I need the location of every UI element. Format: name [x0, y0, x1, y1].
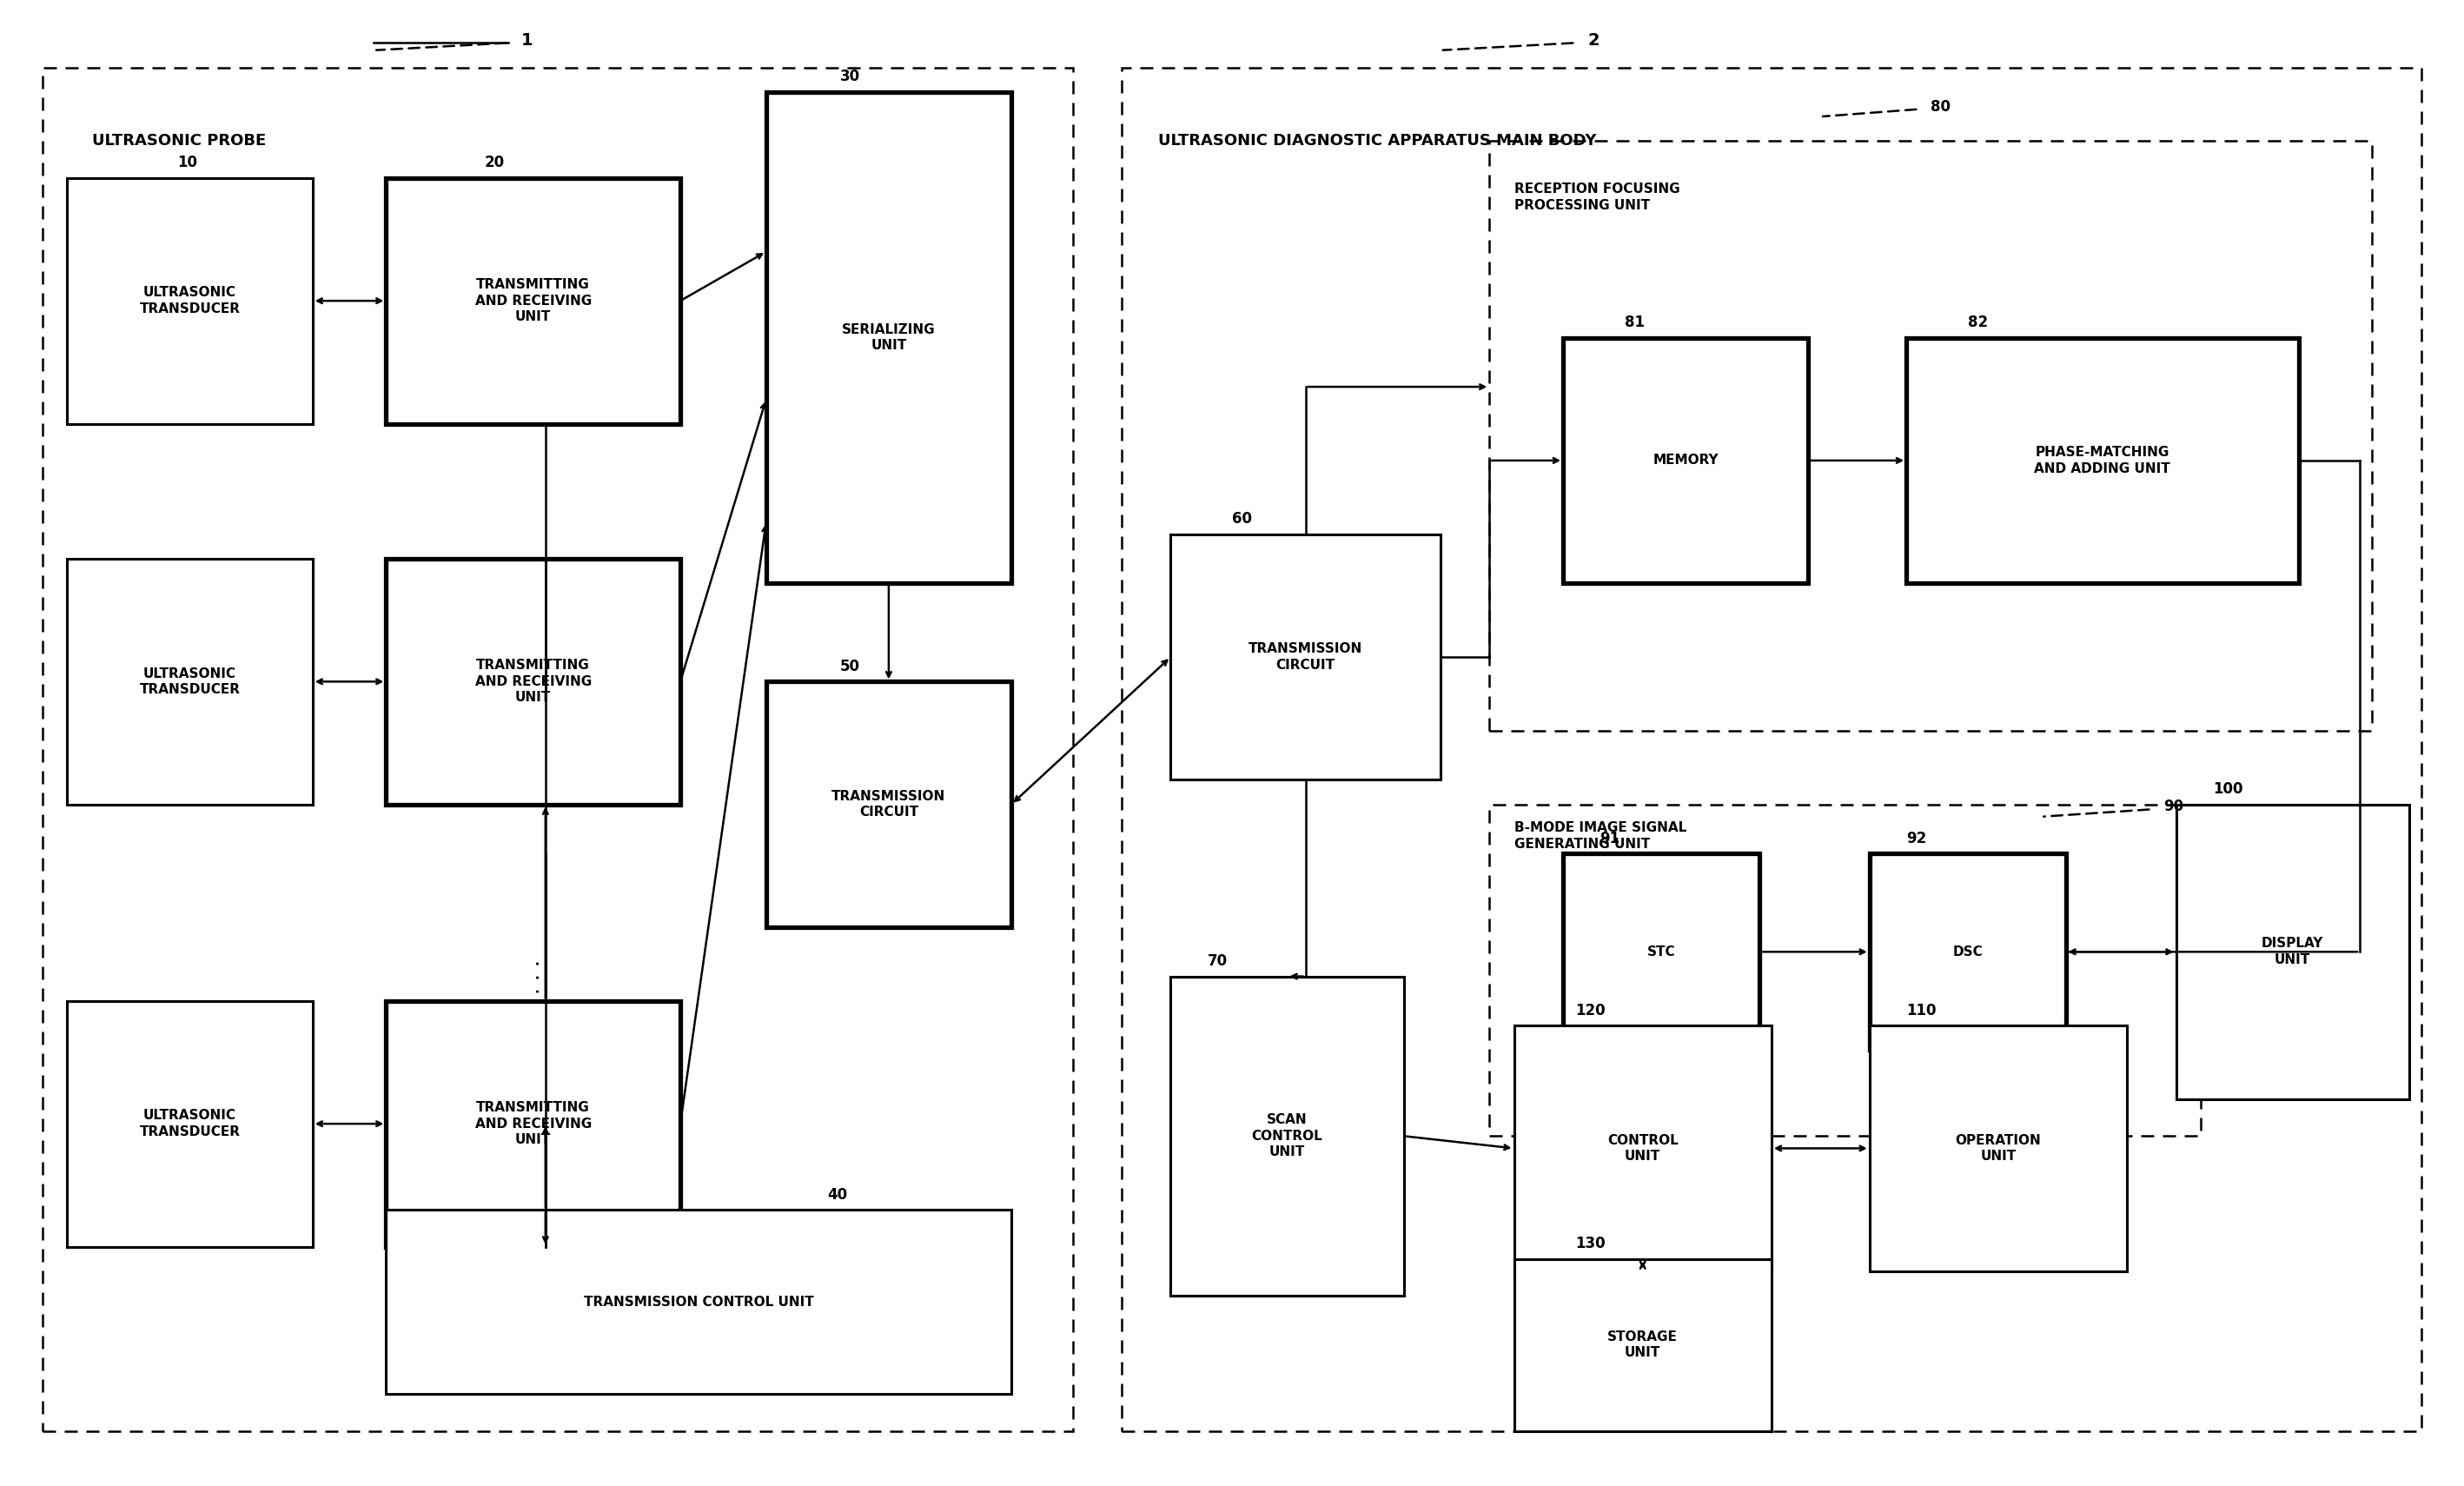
Bar [766, 682, 1010, 927]
Bar [387, 178, 680, 424]
Bar [67, 559, 313, 804]
Bar [387, 1210, 1010, 1394]
Text: TRANSMISSION CONTROL UNIT: TRANSMISSION CONTROL UNIT [584, 1296, 813, 1308]
Text: ULTRASONIC DIAGNOSTIC APPARATUS MAIN BODY: ULTRASONIC DIAGNOSTIC APPARATUS MAIN BOD… [1158, 134, 1597, 149]
Bar [67, 1002, 313, 1247]
Bar [1488, 804, 2200, 1137]
Text: 110: 110 [1907, 1003, 1937, 1018]
Text: 80: 80 [1932, 100, 1951, 114]
Text: RECEPTION FOCUSING
PROCESSING UNIT: RECEPTION FOCUSING PROCESSING UNIT [1513, 183, 1680, 212]
Text: SCAN
CONTROL
UNIT: SCAN CONTROL UNIT [1252, 1113, 1323, 1159]
Bar [1170, 533, 1441, 780]
Text: 100: 100 [2213, 782, 2242, 796]
Text: OPERATION
UNIT: OPERATION UNIT [1956, 1134, 2040, 1164]
Text: ULTRASONIC
TRANSDUCER: ULTRASONIC TRANSDUCER [140, 1109, 241, 1138]
Text: STC: STC [1646, 945, 1676, 958]
Text: 81: 81 [1624, 315, 1643, 330]
Text: 30: 30 [840, 68, 860, 85]
Text: 82: 82 [1969, 315, 1988, 330]
Text: DSC: DSC [1951, 945, 1984, 958]
Bar [1870, 853, 2065, 1051]
Bar [766, 92, 1010, 584]
Text: B-MODE IMAGE SIGNAL
GENERATING UNIT: B-MODE IMAGE SIGNAL GENERATING UNIT [1513, 822, 1685, 851]
Text: 20: 20 [483, 155, 505, 171]
Text: DISPLAY
UNIT: DISPLAY UNIT [2262, 938, 2324, 966]
Text: SERIALIZING
UNIT: SERIALIZING UNIT [843, 322, 936, 352]
Text: 60: 60 [1232, 511, 1252, 528]
Text: 2: 2 [1587, 33, 1599, 49]
Text: TRANSMITTING
AND RECEIVING
UNIT: TRANSMITTING AND RECEIVING UNIT [476, 278, 591, 324]
Text: MEMORY: MEMORY [1653, 455, 1717, 467]
Text: 130: 130 [1574, 1236, 1607, 1251]
Bar [1870, 1025, 2126, 1271]
Bar [387, 1002, 680, 1247]
Text: 50: 50 [840, 658, 860, 675]
Text: TRANSMISSION
CIRCUIT: TRANSMISSION CIRCUIT [1249, 642, 1363, 672]
Text: STORAGE
UNIT: STORAGE UNIT [1607, 1330, 1678, 1360]
Bar [1488, 141, 2373, 731]
Text: ULTRASONIC PROBE: ULTRASONIC PROBE [91, 134, 266, 149]
Bar [1907, 337, 2299, 584]
Text: TRANSMITTING
AND RECEIVING
UNIT: TRANSMITTING AND RECEIVING UNIT [476, 1101, 591, 1146]
Text: 40: 40 [828, 1187, 848, 1202]
Bar [387, 559, 680, 804]
Text: TRANSMISSION
CIRCUIT: TRANSMISSION CIRCUIT [833, 791, 946, 819]
Text: 90: 90 [2163, 799, 2183, 814]
Text: TRANSMITTING
AND RECEIVING
UNIT: TRANSMITTING AND RECEIVING UNIT [476, 658, 591, 704]
Bar [67, 178, 313, 424]
Text: 10: 10 [177, 155, 197, 171]
Bar [2176, 804, 2410, 1100]
Text: 120: 120 [1574, 1003, 1607, 1018]
Bar [1562, 337, 1809, 584]
Text: PHASE-MATCHING
AND ADDING UNIT: PHASE-MATCHING AND ADDING UNIT [2035, 446, 2171, 476]
Text: 1: 1 [520, 33, 532, 49]
Text: ULTRASONIC
TRANSDUCER: ULTRASONIC TRANSDUCER [140, 667, 241, 695]
Bar [1513, 1025, 1772, 1271]
Text: CONTROL
UNIT: CONTROL UNIT [1607, 1134, 1678, 1164]
Bar [1513, 1259, 1772, 1431]
Text: . . .: . . . [522, 958, 545, 994]
Bar [1121, 67, 2422, 1431]
Text: ULTRASONIC
TRANSDUCER: ULTRASONIC TRANSDUCER [140, 287, 241, 315]
Text: 92: 92 [1907, 831, 1927, 846]
Bar [1170, 976, 1404, 1296]
Bar [42, 67, 1072, 1431]
Bar [1562, 853, 1759, 1051]
Text: 70: 70 [1207, 954, 1227, 969]
Text: 91: 91 [1599, 831, 1619, 846]
